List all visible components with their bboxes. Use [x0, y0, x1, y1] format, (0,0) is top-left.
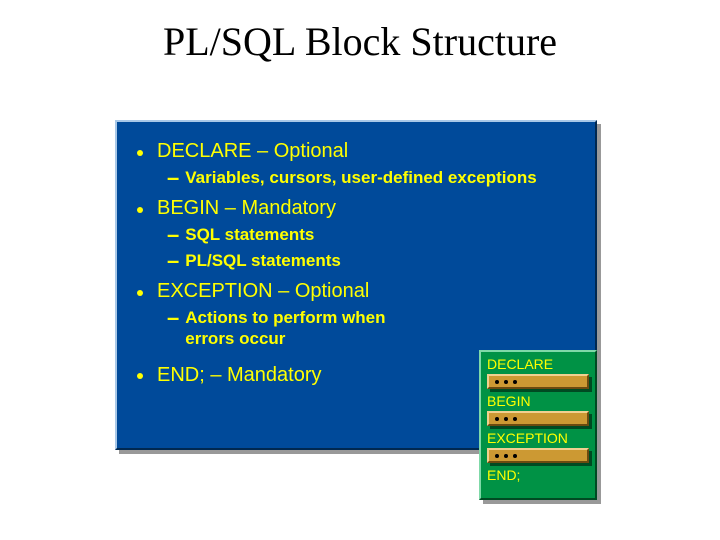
dash-icon: – — [167, 167, 179, 189]
dash-icon: – — [167, 307, 179, 329]
bullet-dot-icon — [137, 207, 143, 213]
dot-icon — [495, 454, 499, 458]
side-label: END; — [487, 467, 589, 483]
bullet-text: BEGIN – Mandatory — [157, 197, 336, 220]
side-bar — [487, 374, 589, 389]
bullet-text: DECLARE – Optional — [157, 140, 348, 163]
side-label: EXCEPTION — [487, 430, 589, 446]
dot-icon — [513, 417, 517, 421]
dot-icon — [495, 417, 499, 421]
bullet-text: EXCEPTION – Optional — [157, 280, 369, 303]
dot-icon — [504, 380, 508, 384]
sub-row: – PL/SQL statements — [167, 250, 581, 272]
bullet-text: END; – Mandatory — [157, 364, 322, 387]
page-title: PL/SQL Block Structure — [0, 18, 720, 65]
sub-text: SQL statements — [185, 224, 314, 245]
bullet-dot-icon — [137, 290, 143, 296]
side-label: DECLARE — [487, 356, 589, 372]
dot-icon — [504, 454, 508, 458]
side-label: BEGIN — [487, 393, 589, 409]
sub-text: Actions to perform when errors occur — [185, 307, 385, 350]
sub-row: – SQL statements — [167, 224, 581, 246]
dash-icon: – — [167, 250, 179, 272]
sub-row: – Variables, cursors, user-defined excep… — [167, 167, 581, 189]
side-bar — [487, 411, 589, 426]
sub-row: – Actions to perform when errors occur — [167, 307, 447, 350]
dot-icon — [495, 380, 499, 384]
dash-icon: – — [167, 224, 179, 246]
sub-text: Variables, cursors, user-defined excepti… — [185, 167, 536, 188]
side-diagram: DECLARE BEGIN EXCEPTION END; — [479, 350, 597, 500]
dot-icon — [504, 417, 508, 421]
side-bar — [487, 448, 589, 463]
bullet-row: BEGIN – Mandatory — [145, 197, 581, 220]
dot-icon — [513, 380, 517, 384]
bullet-row: DECLARE – Optional — [145, 140, 581, 163]
bullet-dot-icon — [137, 373, 143, 379]
bullet-row: EXCEPTION – Optional — [145, 280, 581, 303]
sub-text: PL/SQL statements — [185, 250, 341, 271]
bullet-dot-icon — [137, 150, 143, 156]
dot-icon — [513, 454, 517, 458]
